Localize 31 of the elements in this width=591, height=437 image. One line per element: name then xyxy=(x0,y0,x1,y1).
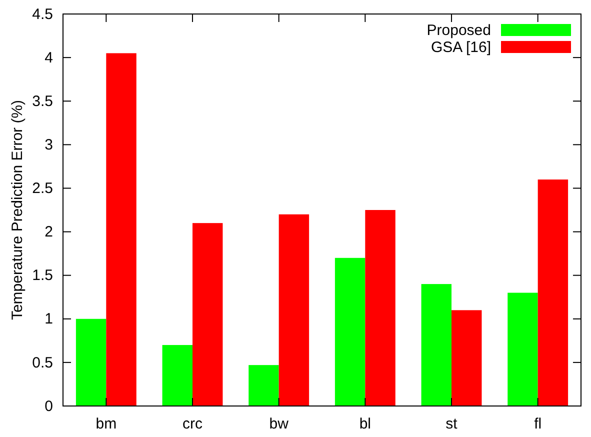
bar xyxy=(278,214,310,406)
y-tick-label: 1 xyxy=(44,310,53,328)
legend-label: GSA [16] xyxy=(430,39,491,56)
x-tick-label: bl xyxy=(359,416,372,433)
y-tick-label: 0.5 xyxy=(32,354,53,372)
y-tick-label: 3.5 xyxy=(32,92,53,110)
x-tick-label: bm xyxy=(96,416,117,433)
bar xyxy=(452,310,482,406)
bar xyxy=(106,53,136,406)
bar xyxy=(162,345,192,406)
x-tick-label: bw xyxy=(269,416,289,433)
bar xyxy=(508,292,538,406)
y-tick-label: 0 xyxy=(44,398,53,415)
bar xyxy=(192,223,223,406)
y-axis-title: Temperature Prediction Error (%) xyxy=(9,100,26,320)
x-tick-label: fl xyxy=(534,416,542,433)
bar xyxy=(76,318,106,406)
y-tick-label: 3 xyxy=(44,136,53,154)
bar xyxy=(248,365,279,406)
y-tick-label: 1.5 xyxy=(32,267,53,284)
x-tick-label: st xyxy=(446,416,458,433)
bar xyxy=(538,180,568,406)
y-tick-label: 2 xyxy=(44,224,53,241)
x-tick-label: crc xyxy=(182,416,203,433)
y-tick-label: 4 xyxy=(44,49,53,66)
legend-label: Proposed xyxy=(426,22,491,39)
bar xyxy=(334,258,366,406)
bar xyxy=(421,284,452,406)
y-tick-label: 4.5 xyxy=(32,6,53,23)
bar xyxy=(365,210,396,406)
y-tick-label: 2.5 xyxy=(32,180,53,198)
